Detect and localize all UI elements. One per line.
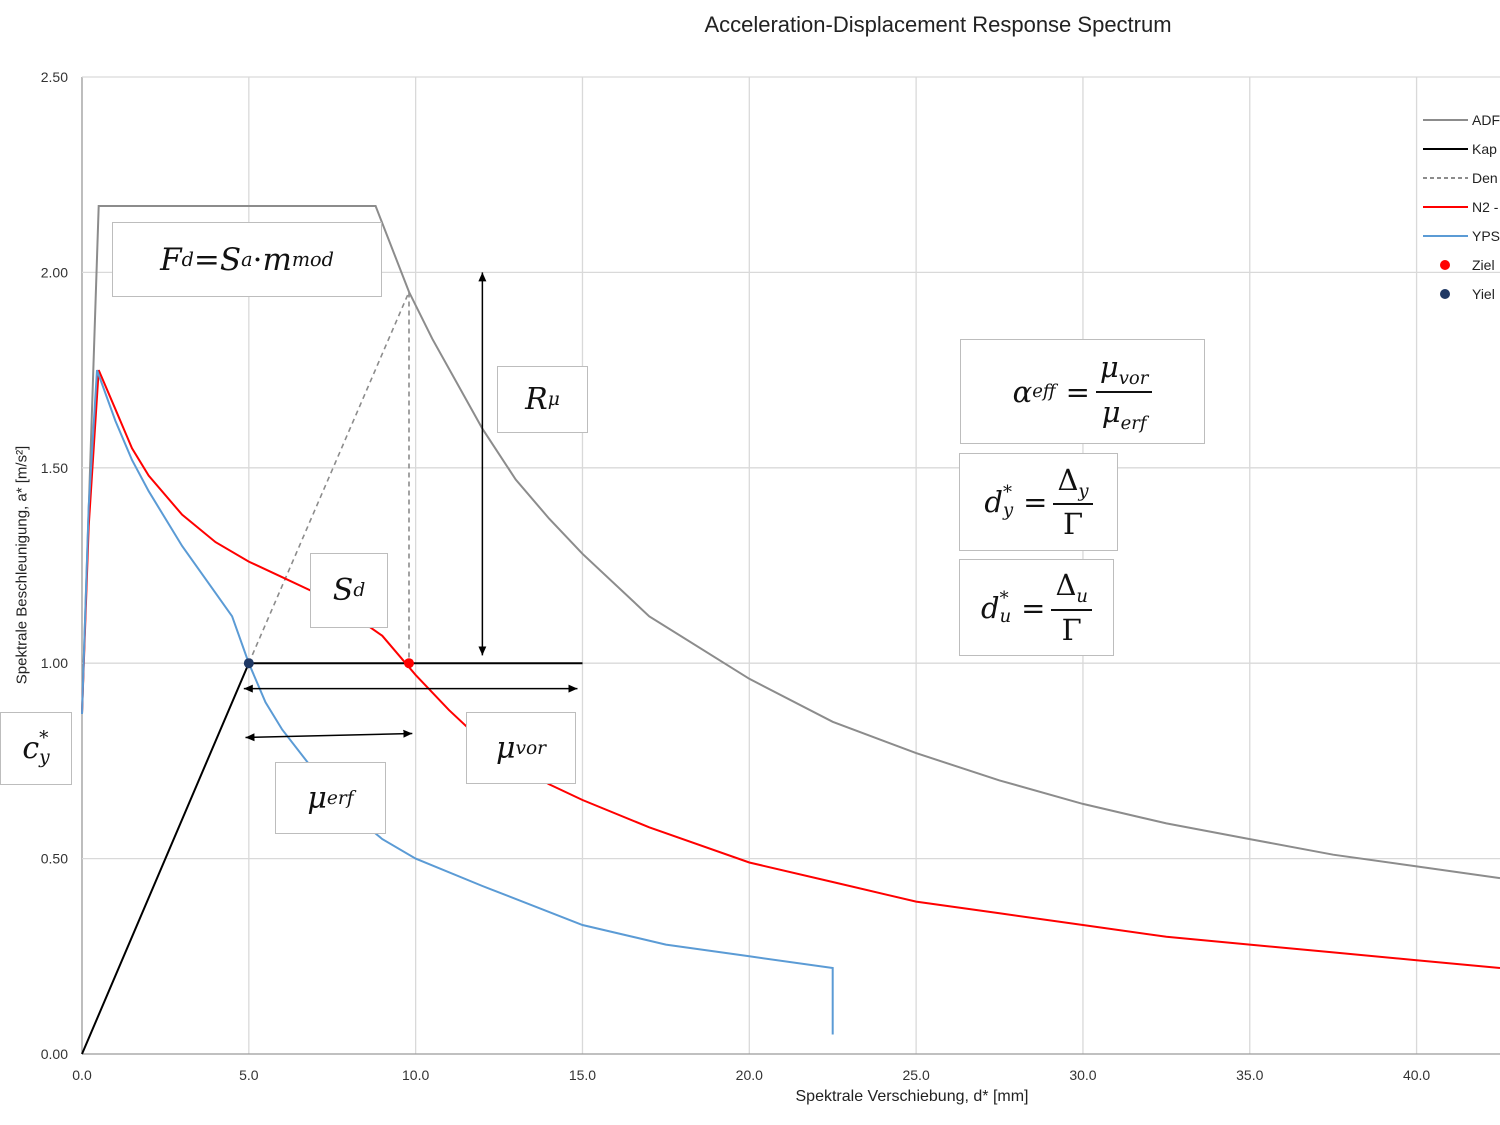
tick-labels: 0.0 5.0 10.0 15.0 20.0 25.0 30.0 35.0 40.0 0.00 0.… [41,69,1431,1083]
legend-label: Yiel [1472,286,1495,302]
x-tick-label: 5.0 [239,1067,259,1083]
y-tick-label: 1.50 [41,460,68,476]
legend: ADF Kap Den N2 - YPS Ziel Yiel [1423,112,1500,302]
marker-zielverschiebung [403,658,414,669]
chart-title: Acceleration-Displacement Response Spect… [704,12,1172,37]
x-tick-label: 0.0 [72,1067,92,1083]
x-tick-label: 35.0 [1236,1067,1263,1083]
point-markers [243,658,414,669]
formula-box-mu-vor: μ vor [466,712,576,784]
series-line-adr [81,205,1500,880]
y-tick-label: 0.50 [41,851,68,867]
x-tick-label: 15.0 [569,1067,596,1083]
legend-swatch [1440,260,1450,270]
x-tick-label: 30.0 [1069,1067,1096,1083]
x-axis-label: Spektrale Verschiebung, d* [mm] [795,1088,1029,1105]
series-line-demand [248,291,410,664]
legend-label: N2 - [1472,199,1499,215]
series-line-yps [81,369,834,1035]
legend-label: YPS [1472,228,1500,244]
formula-box-alpha-eff: α eff = μvor μerf [960,339,1205,444]
formula-box-mu-erf: μ erf [275,762,386,834]
x-tick-label: 10.0 [402,1067,429,1083]
formula-box-dy: d * y = Δy Γ [959,453,1118,551]
x-tick-label: 25.0 [902,1067,929,1083]
formula-box-cy: c * y [0,712,72,785]
legend-swatch [1440,289,1450,299]
legend-label: Ziel [1472,257,1495,273]
y-tick-label: 0.00 [41,1046,68,1062]
legend-label: Kap [1472,141,1497,157]
x-tick-label: 20.0 [736,1067,763,1083]
series-line-n2 [81,369,1500,969]
y-tick-label: 1.00 [41,655,68,671]
legend-label: ADF [1472,112,1500,128]
legend-label: Den [1472,170,1498,186]
series-lines [81,205,1500,1055]
x-tick-label: 40.0 [1403,1067,1430,1083]
mu-erf-arrow [245,729,413,742]
y-tick-label: 2.00 [41,264,68,280]
annotation-arrows [243,272,578,742]
formula-box-du: d * u = Δu Γ [959,559,1114,656]
y-tick-label: 2.50 [41,69,68,85]
marker-yield [243,658,254,669]
